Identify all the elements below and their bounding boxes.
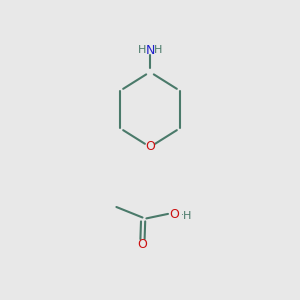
Text: O: O [145, 140, 155, 154]
Text: O: O [169, 208, 179, 221]
Text: H: H [137, 45, 146, 55]
Text: H: H [182, 211, 191, 221]
Text: H: H [154, 45, 163, 55]
Text: ·: · [181, 210, 184, 220]
Text: O: O [138, 238, 147, 251]
Text: N: N [145, 44, 155, 58]
